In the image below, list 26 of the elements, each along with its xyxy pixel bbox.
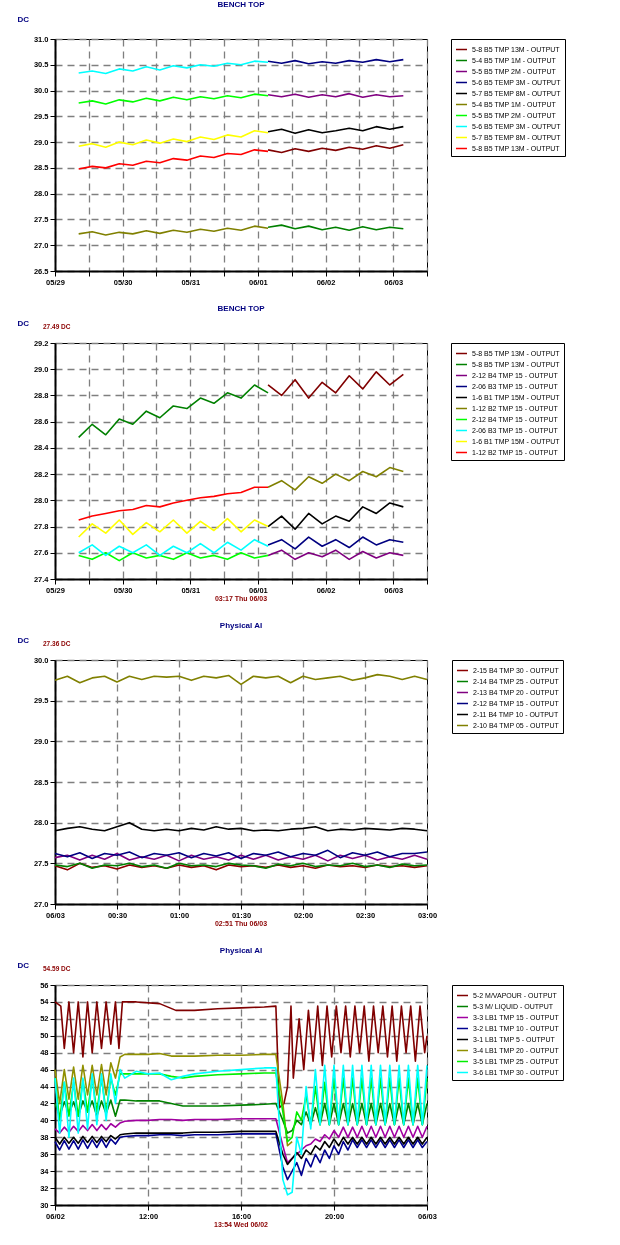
line-series [267, 143, 405, 154]
line-series [77, 60, 269, 75]
y-axis-title: DC [17, 635, 30, 645]
chart-title: Physical AI [219, 621, 263, 630]
line-series [77, 486, 269, 521]
chart-title: BENCH TOP [217, 304, 266, 313]
line-series [267, 536, 405, 550]
line-series [77, 551, 269, 562]
line-series [267, 466, 405, 491]
line-series [77, 93, 269, 105]
line-series [267, 502, 405, 530]
line-series [77, 384, 269, 439]
line-series [77, 129, 269, 149]
chart-title: BENCH TOP [217, 0, 266, 9]
y-axis-title: DC [17, 318, 30, 328]
line-series [267, 549, 405, 561]
y-axis-title: DC [17, 960, 30, 970]
line-series [77, 517, 269, 538]
line-series [77, 149, 269, 170]
line-series [77, 538, 269, 557]
line-series [54, 673, 428, 686]
chart-title: Physical AI [219, 946, 263, 955]
line-series [267, 125, 405, 135]
line-series [267, 371, 405, 399]
y-axis-title: DC [17, 14, 30, 24]
line-series [77, 225, 269, 236]
